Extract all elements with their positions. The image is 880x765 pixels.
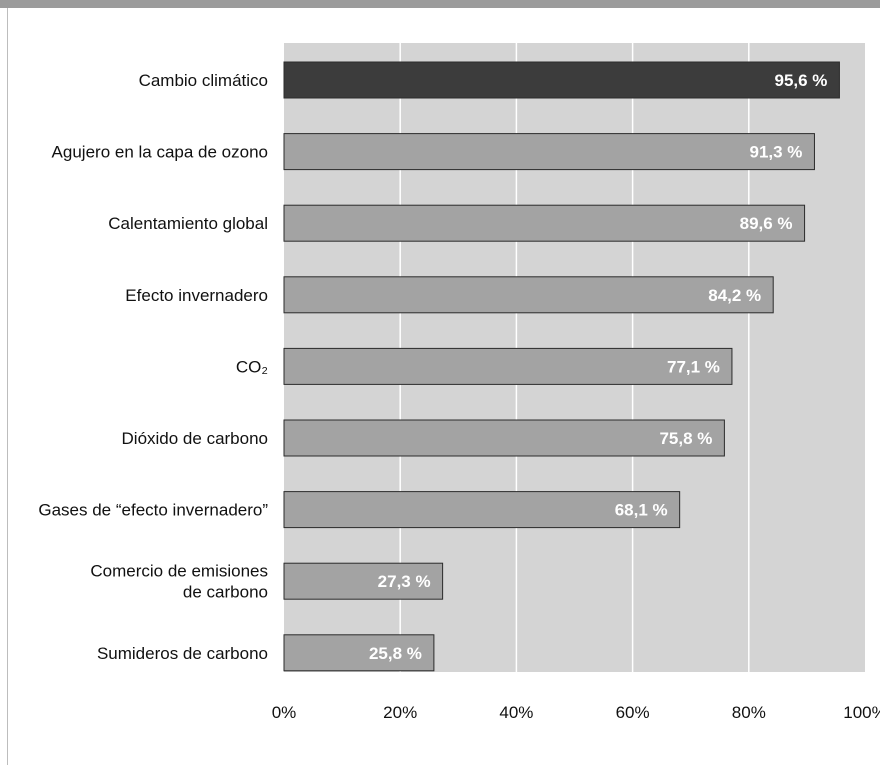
category-label-3: Calentamiento global [108, 214, 268, 233]
value-label-4: 84,2 % [708, 286, 761, 305]
bar-1 [283, 61, 840, 99]
value-label-6: 75,8 % [659, 429, 712, 448]
value-label-9: 25,8 % [369, 644, 422, 663]
category-label-1: Cambio climático [139, 71, 268, 90]
category-label-7: Gases de “efecto invernadero” [38, 501, 268, 520]
bar-6 [283, 419, 725, 457]
category-label-9: Sumideros de carbono [97, 644, 268, 663]
x-tick-label-40: 40% [499, 703, 533, 722]
value-label-8: 27,3 % [378, 572, 431, 591]
category-label-4: Efecto invernadero [125, 286, 268, 305]
value-label-7: 68,1 % [615, 501, 668, 520]
value-label-5: 77,1 % [667, 357, 720, 376]
bar-4 [283, 276, 774, 314]
value-label-1: 95,6 % [774, 71, 827, 90]
value-label-3: 89,6 % [740, 214, 793, 233]
x-tick-label-0: 0% [272, 703, 297, 722]
category-label-2: Agujero en la capa de ozono [52, 143, 268, 162]
bar-9 [283, 634, 435, 672]
bar-5 [283, 347, 733, 385]
x-tick-label-80: 80% [732, 703, 766, 722]
bar-2 [283, 133, 815, 171]
x-tick-label-60: 60% [616, 703, 650, 722]
category-label-8: Comercio de emisiones de carbono [90, 562, 268, 602]
bar-8 [283, 562, 444, 600]
value-label-2: 91,3 % [750, 143, 803, 162]
bar-3 [283, 204, 806, 242]
category-label-6: Dióxido de carbono [122, 429, 268, 448]
x-tick-label-100: 100% [843, 703, 880, 722]
bar-7 [283, 491, 681, 529]
category-label-5: CO₂ [236, 357, 268, 376]
top-band [0, 0, 880, 8]
x-tick-label-20: 20% [383, 703, 417, 722]
left-border-line [7, 8, 8, 765]
